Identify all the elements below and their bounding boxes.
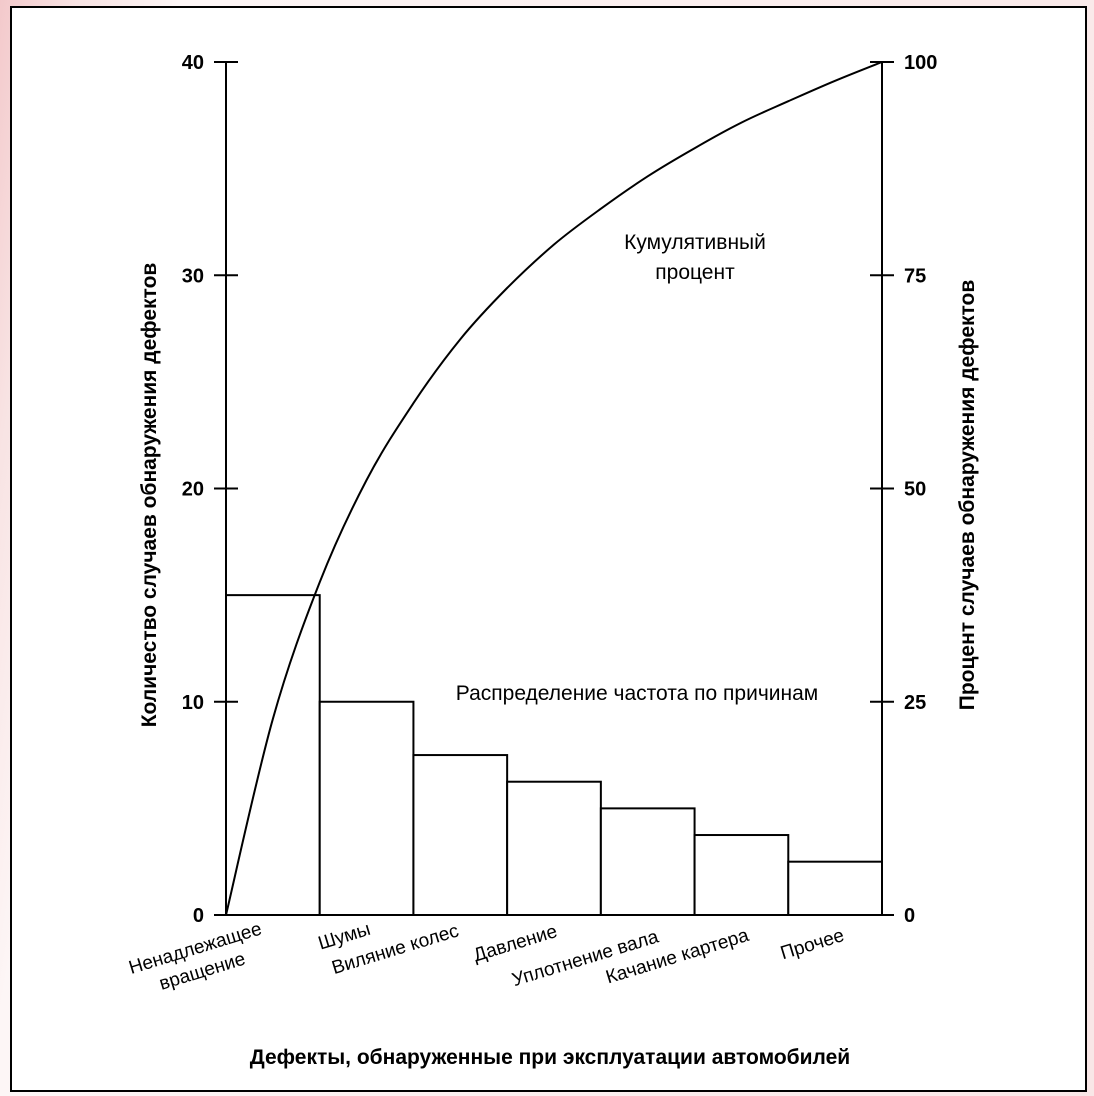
category-label: Ненадлежащеевращение — [126, 919, 271, 1002]
tick-label-left: 40 — [182, 52, 204, 74]
cumulative-annotation-line1: Кумулятивный — [624, 231, 766, 254]
bar — [693, 834, 790, 916]
tick-label-left: 30 — [182, 265, 204, 287]
bar — [412, 754, 509, 916]
tick-label-left: 10 — [182, 692, 204, 714]
category-label-line: Прочее — [778, 925, 847, 964]
y-axis-right-title: Процент случаев обнаружения дефектов — [956, 280, 979, 711]
tick-label-right: 100 — [904, 52, 937, 74]
x-axis-title: Дефекты, обнаруженные при эксплуатации а… — [250, 1046, 850, 1069]
labels-group: 0102030400255075100НенадлежащеевращениеШ… — [126, 52, 979, 1069]
tick-label-right: 75 — [904, 265, 926, 287]
tick-label-right: 50 — [904, 479, 926, 501]
tick-label-left: 20 — [182, 479, 204, 501]
bar — [318, 700, 415, 916]
bar — [787, 860, 883, 916]
tick-label-left: 0 — [193, 905, 204, 927]
cumulative-line — [225, 61, 883, 916]
pareto-chart: 0102030400255075100НенадлежащеевращениеШ… — [126, 52, 979, 1069]
category-label: Прочее — [778, 925, 847, 964]
distribution-annotation: Распределение частота по причинам — [456, 682, 818, 705]
bar — [225, 594, 321, 916]
chart-frame: 0 10 20 30 40 0 25 50 75 100 Ненадлежащеевращение Ш… — [10, 6, 1087, 1092]
bar — [599, 807, 696, 916]
bars-group — [225, 594, 883, 916]
y-axis-left-title: Количество случаев обнаружения дефектов — [138, 263, 161, 728]
tick-label-right: 25 — [904, 692, 926, 714]
tick-label-right: 0 — [904, 905, 915, 927]
bar — [506, 780, 602, 916]
cumulative-annotation-line2: процент — [655, 261, 735, 284]
